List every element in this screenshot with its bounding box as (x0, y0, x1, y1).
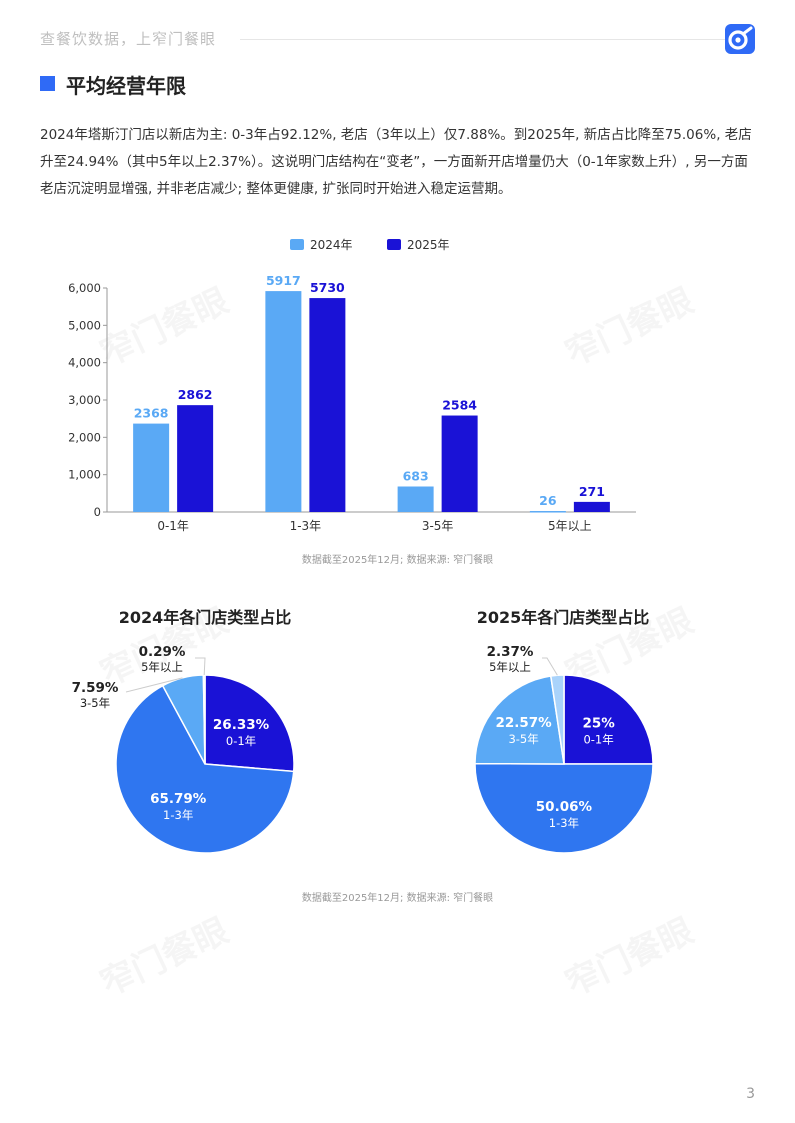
pie-slice (202, 674, 206, 765)
pie-leader-line (542, 657, 558, 676)
pie-slice-percent: 65.79% (150, 791, 207, 807)
bar-value-label: 5730 (310, 280, 345, 295)
bar (441, 415, 478, 512)
legend-label: 2025年 (407, 238, 450, 252)
pie-title: 2024年各门店类型占比 (119, 608, 292, 627)
bar-chart: 2024年 2025年 0 1,000 2,000 3,000 4,000 5,000 6,00… (68, 238, 636, 533)
y-tick-label: 1,000 (68, 468, 101, 482)
bar (529, 511, 566, 513)
pie-slice-percent: 26.33% (213, 717, 270, 733)
bar-value-label: 5917 (266, 273, 301, 288)
header-divider (240, 39, 750, 40)
pie-slice (563, 674, 654, 765)
x-tick-label: 1-3年 (290, 519, 322, 533)
bar (133, 423, 170, 512)
pie-slice-percent: 50.06% (536, 799, 593, 815)
bar-value-label: 2368 (134, 406, 169, 421)
y-tick-label: 4,000 (68, 356, 101, 370)
pie-slice-label: 5年以上 (489, 660, 531, 674)
bar-value-label: 26 (539, 493, 557, 508)
y-tick-label: 6,000 (68, 281, 101, 295)
page-number: 3 (746, 1086, 755, 1102)
pie-slice (474, 762, 654, 854)
section-title-text: 平均经营年限 (66, 74, 186, 98)
header-slogan: 查餐饮数据，上窄门餐眼 (40, 30, 217, 48)
pie-slice (204, 674, 295, 773)
bar (177, 405, 214, 512)
bar (573, 501, 610, 512)
legend-label: 2024年 (310, 238, 353, 252)
pie-title: 2025年各门店类型占比 (477, 608, 650, 627)
bar-value-label: 2584 (442, 398, 477, 413)
legend-swatch (290, 239, 304, 250)
x-tick-label: 3-5年 (422, 519, 454, 533)
pie-leader-line (125, 677, 183, 693)
legend-swatch (387, 239, 401, 250)
pie-slice-label: 1-3年 (549, 816, 579, 830)
pie-slice-label: 3-5年 (80, 696, 110, 710)
pie-slice (474, 675, 565, 765)
pie-slice-label: 0-1年 (583, 732, 613, 746)
pie-leader-line (195, 657, 206, 676)
pie-slice (549, 674, 565, 765)
pie-slice-percent: 22.57% (495, 715, 552, 731)
bar (265, 291, 302, 512)
pie-slice-label: 1-3年 (163, 808, 193, 822)
pie-slice-label: 5年以上 (141, 660, 183, 674)
pie-slice-percent: 2.37% (487, 644, 534, 660)
pie-slice-label: 3-5年 (508, 732, 538, 746)
pie-slice-percent: 7.59% (72, 680, 119, 696)
y-tick-label: 3,000 (68, 393, 101, 407)
zhaimen-logo-icon (725, 24, 755, 54)
bar-value-label: 2862 (178, 387, 213, 402)
pie-slice-label: 0-1年 (226, 734, 256, 748)
x-tick-label: 0-1年 (157, 519, 189, 533)
watermark: 窄门餐眼 (556, 904, 700, 1006)
page-header: 查餐饮数据，上窄门餐眼 (40, 24, 755, 54)
bar (309, 298, 346, 512)
y-tick-label: 2,000 (68, 430, 101, 444)
pie-slice (115, 684, 295, 854)
title-marker (40, 76, 55, 91)
pie-slice-percent: 0.29% (139, 644, 186, 660)
pie-slice-percent: 25% (582, 715, 615, 731)
bar-chart-source-note: 数据截至2025年12月; 数据来源: 窄门餐眼 (301, 555, 494, 566)
bar-value-label: 683 (403, 469, 429, 484)
bar-value-label: 271 (579, 484, 605, 499)
bar (397, 486, 434, 512)
y-tick-label: 5,000 (68, 318, 101, 332)
pie-chart-2024: 2024年各门店类型占比 26.33%0-1年 65.79%1-3年 7.59%3-5… (72, 608, 295, 854)
y-tick-label: 0 (94, 505, 101, 519)
pie-chart-2025: 2025年各门店类型占比 25%0-1年 50.06%1-3年 22.57%3-5年 2… (474, 608, 654, 854)
pie-chart-source-note: 数据截至2025年12月; 数据来源: 窄门餐眼 (301, 893, 494, 904)
x-tick-label: 5年以上 (548, 519, 592, 533)
description-paragraph: 2024年塔斯汀门店以新店为主: 0-3年占92.12%, 老店（3年以上）仅7… (40, 127, 752, 197)
watermark: 窄门餐眼 (91, 904, 235, 1006)
